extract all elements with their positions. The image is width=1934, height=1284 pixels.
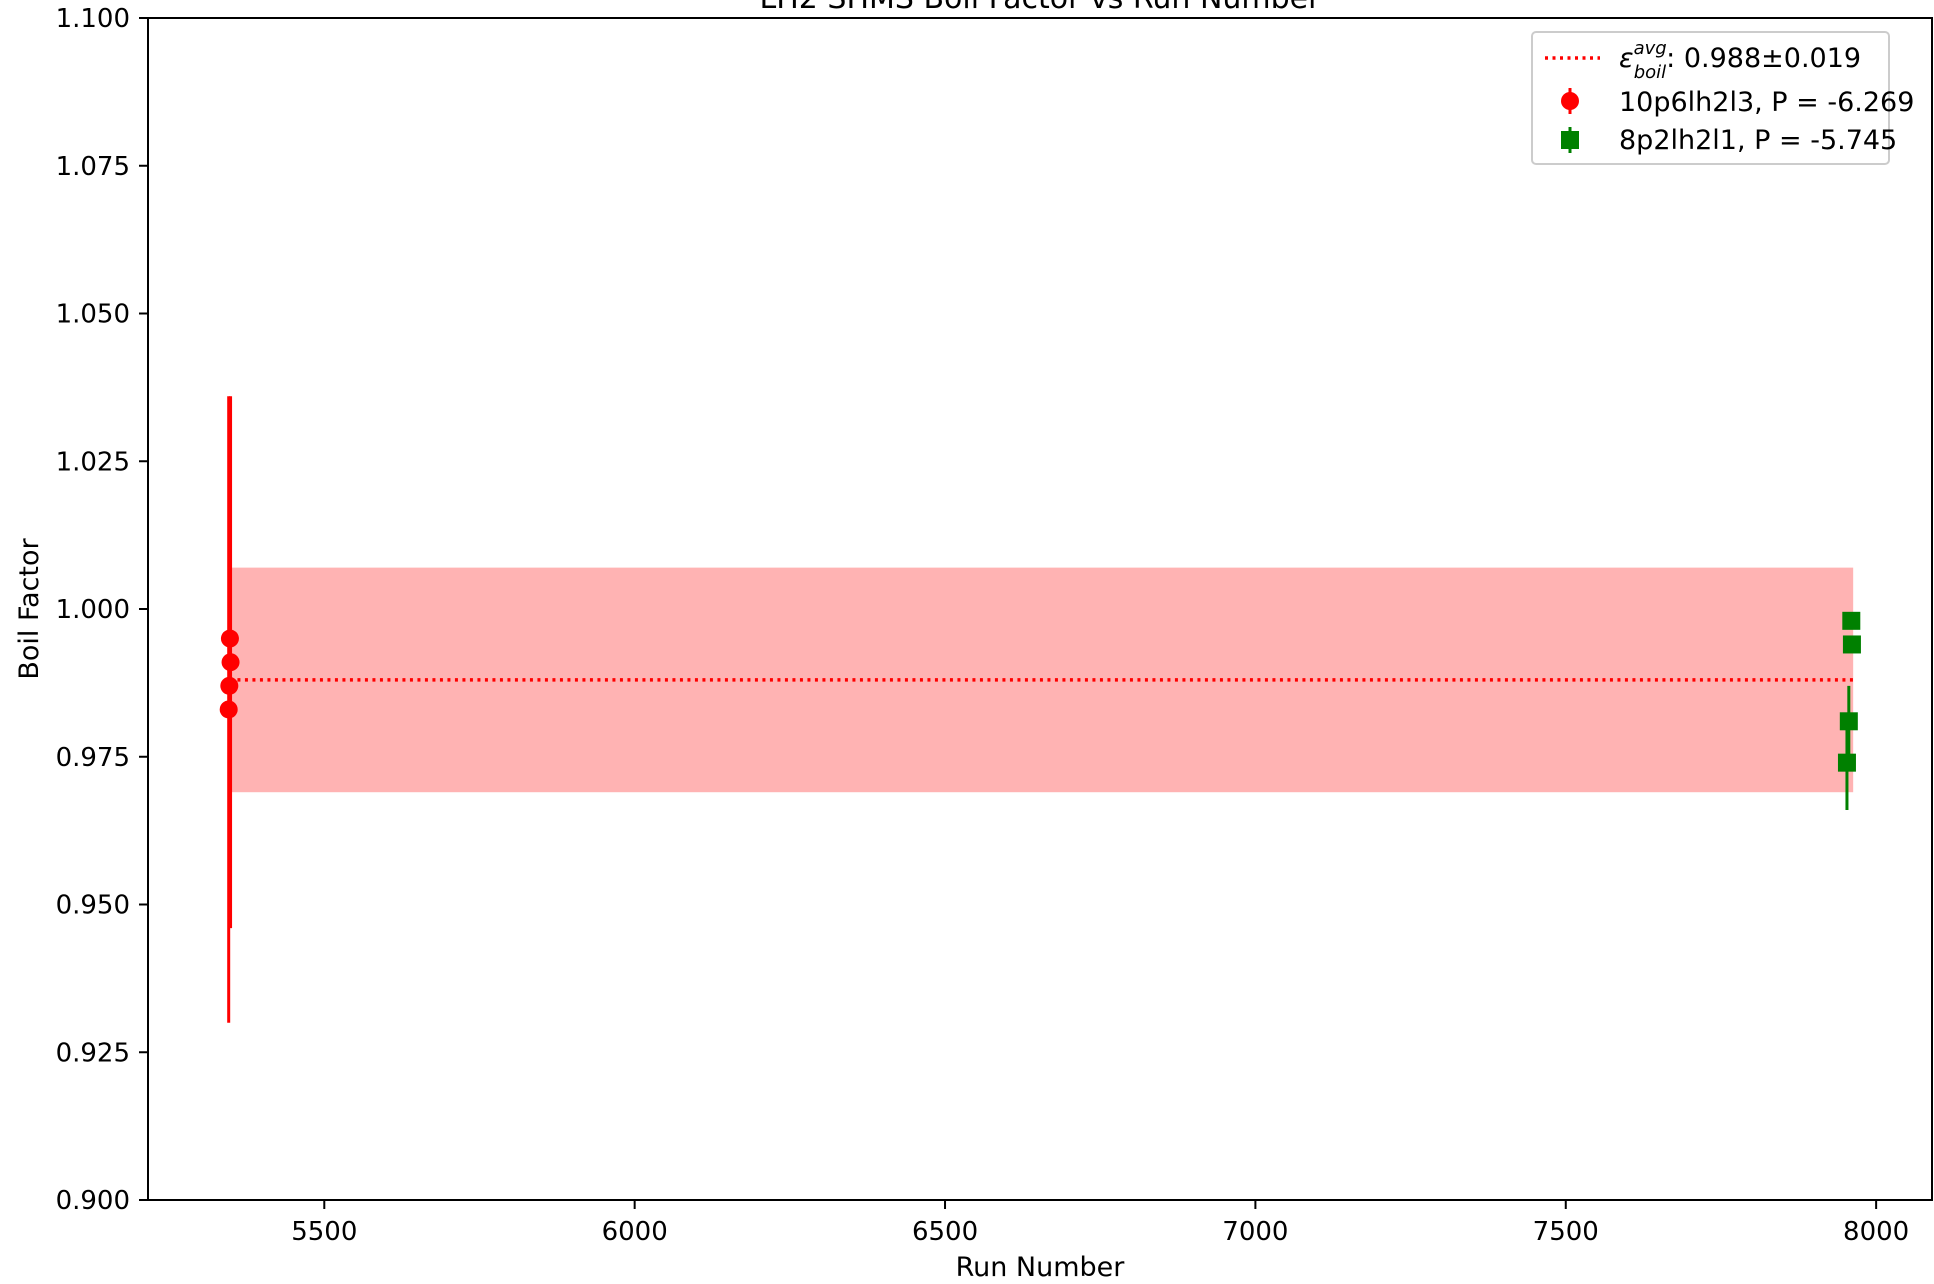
- x-axis-ticks: 5500 6000 6500 7000 7500 8000: [291, 1200, 1909, 1247]
- x-tick-label-6500: 6500: [912, 1217, 978, 1247]
- legend-epsilon-sub: boil: [1634, 62, 1666, 83]
- series-2-point-2: [1842, 635, 1861, 654]
- series-2-point-1: [1842, 611, 1861, 630]
- legend-series-2-marker: [1561, 131, 1579, 149]
- y-tick-label-1: 0.925: [56, 1038, 130, 1068]
- legend: εavg boil: 0.988±0.019 10p6lh2l3, P = -6.…: [1531, 31, 1914, 165]
- x-tick-label-8000: 8000: [1843, 1217, 1909, 1247]
- legend-series-1-marker: [1561, 92, 1579, 110]
- y-tick-label-3: 0.975: [56, 743, 130, 773]
- y-axis-label: Boil Factor: [14, 537, 45, 679]
- y-axis-ticks: 0.900 0.925 0.950 0.975 1.000 1.025 1.050 1.075…: [56, 4, 148, 1216]
- y-tick-label-6: 1.050: [56, 300, 130, 330]
- series-1-point-3: [220, 676, 239, 695]
- legend-epsilon-sup: avg: [1634, 38, 1667, 59]
- y-tick-label-0: 0.900: [56, 1186, 130, 1216]
- x-tick-label-7000: 7000: [1222, 1217, 1288, 1247]
- x-tick-label-5500: 5500: [291, 1217, 357, 1247]
- series-layer: [219, 396, 1861, 1023]
- y-tick-label-8: 1.100: [56, 4, 130, 34]
- chart-title: LH2 SHMS Boil Factor vs Run Number: [760, 0, 1322, 16]
- y-tick-label-4: 1.000: [56, 595, 130, 625]
- legend-box: [1531, 31, 1890, 165]
- x-tick-label-7500: 7500: [1533, 1217, 1599, 1247]
- legend-series-2-label: 8p2lh2l1, P = -5.745: [1619, 125, 1897, 156]
- legend-average-label: εavg boil: 0.988±0.019: [1619, 38, 1861, 83]
- series-1-point-4: [219, 700, 238, 719]
- series-1-point-1: [220, 629, 239, 648]
- legend-average-value: : 0.988±0.019: [1666, 43, 1861, 74]
- y-tick-label-5: 1.025: [56, 447, 130, 477]
- y-tick-label-7: 1.075: [56, 152, 130, 182]
- legend-series-1-label: 10p6lh2l3, P = -6.269: [1619, 87, 1914, 118]
- series-2-point-3: [1839, 712, 1858, 731]
- legend-epsilon: ε: [1619, 43, 1634, 74]
- y-tick-label-2: 0.950: [56, 891, 130, 921]
- series-2-point-4: [1837, 753, 1856, 772]
- series-1-point-2: [221, 653, 240, 672]
- x-axis-label: Run Number: [956, 1252, 1126, 1283]
- x-tick-label-6000: 6000: [602, 1217, 668, 1247]
